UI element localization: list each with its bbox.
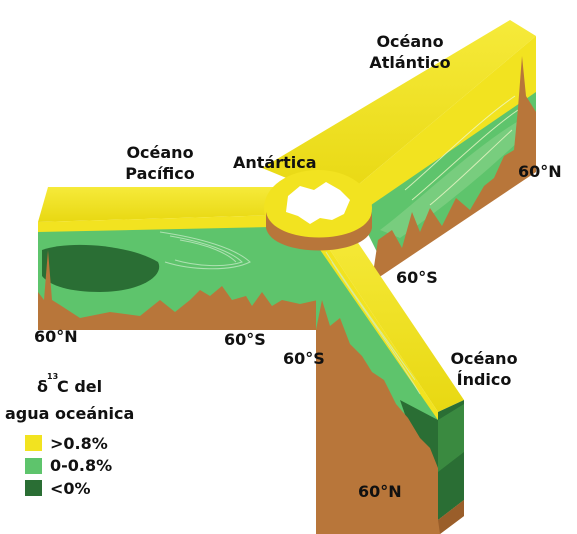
legend-title-superscript: 13 <box>47 372 59 381</box>
antarctica-label: Antártica <box>233 153 317 172</box>
latitude-label-atlantic-south: 60°S <box>396 268 438 287</box>
legend-title-rest: C del <box>57 377 103 396</box>
indian-section <box>316 222 464 534</box>
indian-label-line1: Océano <box>450 349 518 368</box>
legend-label-low: <0% <box>50 479 91 498</box>
atlantic-section <box>262 20 536 282</box>
pacific-deep-water <box>42 244 160 292</box>
atlantic-surface-layer <box>340 36 536 228</box>
pacific-seafloor <box>38 250 318 330</box>
latitude-label-pacific-north: 60°N <box>34 327 78 346</box>
indian-label-line2: Índico <box>456 370 512 389</box>
atlantic-label-line2: Atlántico <box>369 53 451 72</box>
indian-surface-top <box>318 222 464 412</box>
atlantic-seafloor <box>372 56 536 282</box>
indian-ocean-label: Océano Índico <box>434 348 534 390</box>
legend-swatch-low <box>25 480 42 496</box>
pacific-surface-top <box>38 187 318 222</box>
latitude-label-indian-south: 60°S <box>283 349 325 368</box>
antarctica-landmass <box>286 182 350 224</box>
atlantic-ocean-label: Océano Atlántico <box>360 31 460 73</box>
atlantic-deep-water <box>380 120 530 238</box>
legend-label-high: >0.8% <box>50 434 108 453</box>
atlantic-label-line1: Océano <box>376 32 444 51</box>
latitude-label-indian-north: 60°N <box>358 482 402 501</box>
pacific-label-line2: Pacífico <box>125 164 195 183</box>
latitude-label-atlantic-north: 60°N <box>518 162 562 181</box>
legend-title-line2: agua oceánica <box>5 404 135 423</box>
atlantic-surface-top <box>262 20 536 200</box>
indian-seafloor <box>316 300 464 534</box>
pacific-section <box>38 187 318 330</box>
legend-label-mid: 0-0.8% <box>50 456 113 475</box>
latitude-label-pacific-south: 60°S <box>224 330 266 349</box>
legend-swatch-high <box>25 435 42 451</box>
pacific-ocean-label: Océano Pacífico <box>110 142 210 184</box>
pacific-label-line1: Océano <box>126 143 194 162</box>
legend-title-delta: δ <box>37 377 48 396</box>
legend-swatch-mid <box>25 458 42 474</box>
legend: δ 13 C del agua oceánica >0.8% 0-0.8% <0… <box>2 372 172 502</box>
antarctica-hub <box>264 170 372 251</box>
